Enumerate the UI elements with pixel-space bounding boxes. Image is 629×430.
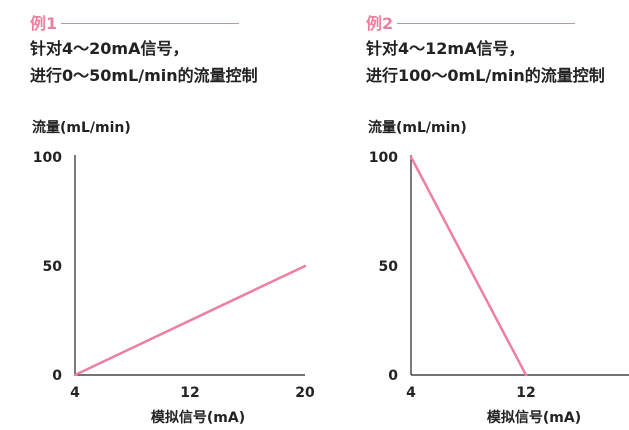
- example-1-description-line-1: 针对4～20mA信号，: [30, 39, 189, 58]
- example-2-description-line-1: 针对4～12mA信号，: [366, 39, 525, 58]
- y-tick-label: 100: [369, 150, 398, 166]
- example-1-chart: 0 50 100 4 12 20 模拟信号(mA): [33, 150, 315, 426]
- x-tick-label: 12: [516, 385, 535, 401]
- x-tick-label: 4: [406, 385, 416, 401]
- x-tick-label: 4: [70, 385, 80, 401]
- x-tick-label: 12: [180, 385, 199, 401]
- y-tick-label: 50: [43, 259, 63, 275]
- example-1-header: 例1: [30, 10, 240, 34]
- example-2-panel: 例2 针对4～12mA信号， 进行100～0mL/min的流量控制 流量(mL/…: [336, 0, 629, 430]
- example-2-rule: [397, 22, 576, 24]
- example-2-header: 例2: [366, 10, 576, 34]
- example-2-label: 例2: [366, 14, 394, 33]
- example-1-description-line-2: 进行0～50mL/min的流量控制: [30, 66, 258, 85]
- example-1-rule: [61, 22, 240, 24]
- y-tick-label: 50: [379, 259, 399, 275]
- series-line: [73, 264, 307, 377]
- series-line: [409, 155, 528, 377]
- y-tick-label: 0: [52, 368, 62, 384]
- example-1-y-axis-label: 流量(mL/min): [32, 120, 131, 136]
- example-2-y-axis-label: 流量(mL/min): [368, 120, 467, 136]
- example-1-panel: 例1 针对4～20mA信号， 进行0～50mL/min的流量控制 流量(mL/m…: [0, 0, 315, 430]
- x-axis-title: 模拟信号(mA): [487, 409, 581, 426]
- example-2-description-line-2: 进行100～0mL/min的流量控制: [366, 66, 605, 85]
- x-tick-label: 20: [295, 385, 315, 401]
- y-tick-label: 0: [388, 368, 398, 384]
- example-1-label: 例1: [30, 14, 58, 33]
- x-axis-title: 模拟信号(mA): [151, 409, 245, 426]
- y-tick-label: 100: [33, 150, 62, 166]
